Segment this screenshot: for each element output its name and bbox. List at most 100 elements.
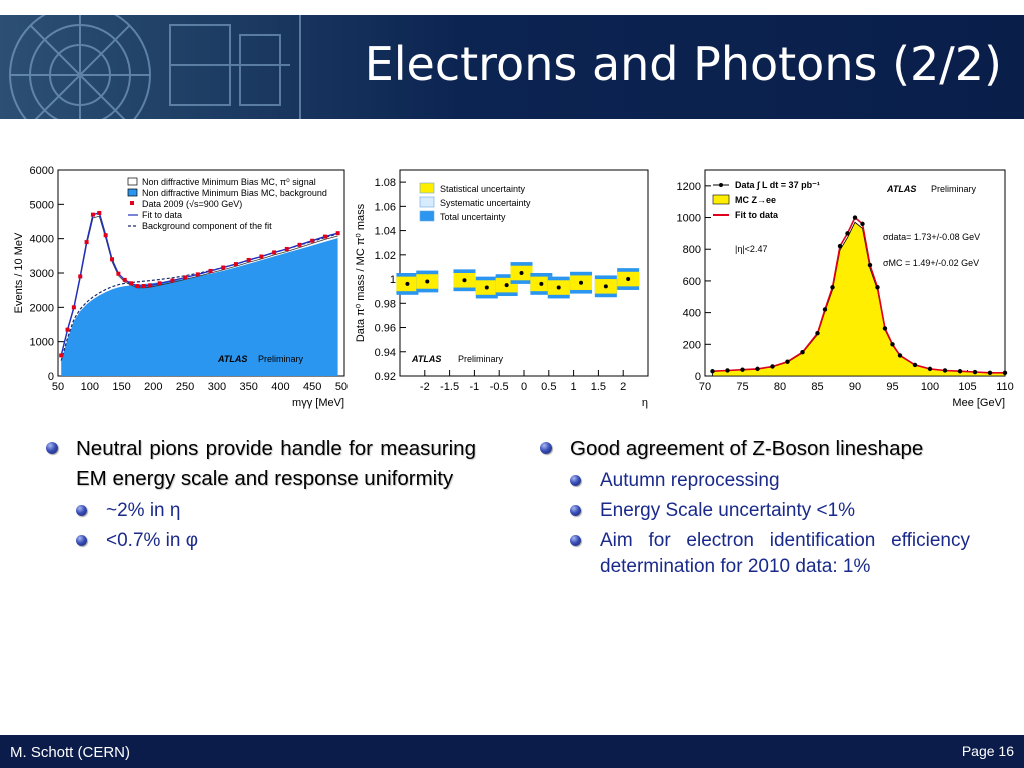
data-point <box>987 370 993 376</box>
mc-background-area <box>61 238 338 376</box>
data-point <box>972 369 978 375</box>
bullet-icon <box>540 442 552 454</box>
data-point <box>770 364 775 369</box>
x-axis-label: mγγ [MeV] <box>292 397 344 409</box>
fit-line <box>60 212 338 356</box>
eta-cut-label: |η|<2.47 <box>735 244 767 254</box>
right-bullet-list: Good agreement of Z-Boson lineshape Autu… <box>540 434 970 580</box>
legend-swatch <box>419 196 435 208</box>
data-point <box>297 242 302 247</box>
y-tick-label: 1.02 <box>375 250 396 262</box>
data-point <box>942 368 948 373</box>
atlas-suffix: Preliminary <box>931 184 977 194</box>
legend-swatch <box>127 177 138 186</box>
sub-bullet-text: Energy Scale uncertainty <1% <box>600 500 856 521</box>
pi0-mass-plot: 5010015020025030035040045050001000200030… <box>10 162 348 412</box>
data-point <box>897 353 903 358</box>
legend-label: Non diffractive Minimum Bias MC, backgro… <box>142 188 327 198</box>
legend-label: Fit to data <box>735 210 779 220</box>
x-tick-label: 0 <box>521 381 527 393</box>
data-point <box>148 283 153 288</box>
x-tick-label: 0.5 <box>541 381 556 393</box>
data-point <box>830 285 835 290</box>
bullet-icon <box>76 535 87 546</box>
x-tick-label: -0.5 <box>490 381 509 393</box>
y-axis-label: Data π⁰ mass / MC π⁰ mass <box>355 203 367 342</box>
y-tick-label: 1.08 <box>375 177 396 189</box>
data-point <box>335 231 340 236</box>
data-point <box>484 285 489 290</box>
data-point <box>65 327 70 332</box>
x-tick-label: 70 <box>699 381 711 393</box>
bullet-icon <box>46 442 58 454</box>
data-point <box>272 250 277 255</box>
legend-swatch <box>419 210 435 222</box>
x-axis-label: Mee [GeV] <box>952 397 1005 409</box>
y-tick-label: 5000 <box>30 199 54 211</box>
x-tick-label: -1 <box>470 381 480 393</box>
data-point <box>957 369 963 374</box>
y-tick-label: 0 <box>48 371 54 383</box>
data-point <box>725 368 730 373</box>
data-point <box>927 366 933 372</box>
x-tick-label: 85 <box>811 381 823 393</box>
bullet-icon <box>570 535 581 546</box>
title-banner: Electrons and Photons (2/2) <box>0 15 1024 119</box>
data-point <box>740 367 745 372</box>
y-axis-label: Events / 10 MeV <box>13 232 25 313</box>
y-tick-label: 0.96 <box>375 323 396 335</box>
data-point <box>852 215 858 220</box>
x-tick-label: 250 <box>176 381 194 393</box>
data-point <box>519 271 524 275</box>
data-point <box>800 350 805 355</box>
slide-title: Electrons and Photons (2/2) <box>364 37 1002 91</box>
x-tick-label: 50 <box>52 381 64 393</box>
y-tick-label: 800 <box>683 244 701 256</box>
y-tick-label: 1000 <box>677 213 701 225</box>
legend-label: Fit to data <box>142 210 182 220</box>
data-point <box>233 262 238 267</box>
sigma-mc-label: σMC = 1.49+/-0.02 GeV <box>883 258 979 268</box>
legend-swatch <box>130 201 134 205</box>
x-tick-label: 110 <box>996 381 1014 393</box>
data-point <box>183 275 188 280</box>
data-point <box>603 284 608 289</box>
data-point <box>246 257 251 262</box>
y-tick-label: 0 <box>695 371 701 383</box>
data-point <box>59 353 64 358</box>
legend-label: Systematic uncertainty <box>440 198 531 208</box>
data-point <box>755 366 760 372</box>
bullet-icon <box>570 505 581 516</box>
data-point <box>860 221 865 227</box>
y-tick-label: 0.94 <box>375 347 396 359</box>
data-point <box>170 278 175 283</box>
sub-bullet-text: <0.7% in φ <box>106 530 199 551</box>
fit-line <box>712 216 1005 374</box>
data-point <box>579 280 584 285</box>
x-tick-label: 2 <box>620 381 626 393</box>
data-point <box>157 281 162 286</box>
y-tick-label: 6000 <box>30 165 54 177</box>
mc-signal-outline <box>60 215 338 356</box>
x-tick-label: -1.5 <box>440 381 459 393</box>
bullet-item: Good agreement of Z-Boson lineshape <box>540 434 970 464</box>
data-point <box>556 285 561 290</box>
y-tick-label: 1000 <box>30 337 54 349</box>
x-axis-label: η <box>642 397 648 409</box>
data-point <box>110 257 115 262</box>
atlas-detector-image <box>9 15 301 119</box>
footer-author: M. Schott (CERN) <box>10 744 131 761</box>
left-bullet-list: Neutral pions provide handle for measuri… <box>46 434 476 554</box>
data-point <box>135 284 140 289</box>
legend-label: Total uncertainty <box>440 212 506 222</box>
data-point <box>310 238 315 243</box>
data-point <box>97 210 102 215</box>
x-tick-label: 100 <box>921 381 939 393</box>
x-tick-label: 1.5 <box>591 381 606 393</box>
data-point <box>122 277 127 282</box>
legend-swatch <box>712 194 730 205</box>
sub-bullet-item: <0.7% in φ <box>46 528 476 554</box>
data-point <box>539 281 544 286</box>
y-tick-label: 1.04 <box>375 226 396 238</box>
sub-bullet-text: Autumn reprocessing <box>600 470 780 491</box>
